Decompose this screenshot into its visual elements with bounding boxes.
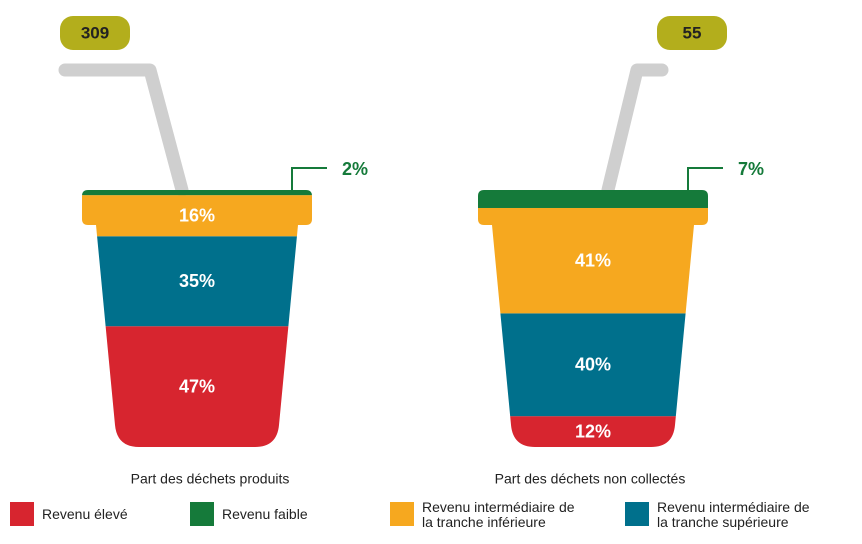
page: {"chart_data": {"type": "cup", "categori… <box>0 0 862 544</box>
value-label: 12% <box>575 421 611 441</box>
legend-label: Revenu intermédiaire de la tranche infér… <box>422 500 587 530</box>
straw <box>608 70 662 190</box>
leader-line <box>688 168 723 192</box>
legend-entry: Revenu intermédiaire de la tranche infér… <box>422 500 632 539</box>
value-label: 35% <box>179 271 215 291</box>
value-label: 40% <box>575 355 611 375</box>
value-label: 7% <box>738 159 764 179</box>
legend-label: Revenu intermédiaire de la tranche supér… <box>657 500 822 530</box>
chart: 309 47% 35% 16% 2% Part des déchets produits 5… <box>0 0 862 539</box>
value-label: 2% <box>342 159 368 179</box>
cup <box>473 190 713 447</box>
segment <box>77 190 317 195</box>
caption: Part des déchets produits <box>131 471 290 487</box>
value-label: 47% <box>179 376 215 396</box>
value-label: 41% <box>575 250 611 270</box>
leader-line <box>292 168 327 192</box>
cup <box>77 190 317 447</box>
legend-swatch <box>10 502 34 526</box>
legend-label: Revenu faible <box>222 500 422 522</box>
legend-entry: Revenu intermédiaire de la tranche supér… <box>657 500 862 539</box>
straw <box>65 70 182 190</box>
total-label: 309 <box>81 23 109 42</box>
legend-entry: Revenu faible <box>222 500 432 539</box>
legend-entry: Revenu élevé <box>42 500 252 539</box>
legend-swatch <box>190 502 214 526</box>
caption: Part des déchets non collectés <box>495 471 686 487</box>
value-label: 16% <box>179 205 215 225</box>
total-label: 55 <box>683 23 702 42</box>
segment <box>473 190 713 208</box>
